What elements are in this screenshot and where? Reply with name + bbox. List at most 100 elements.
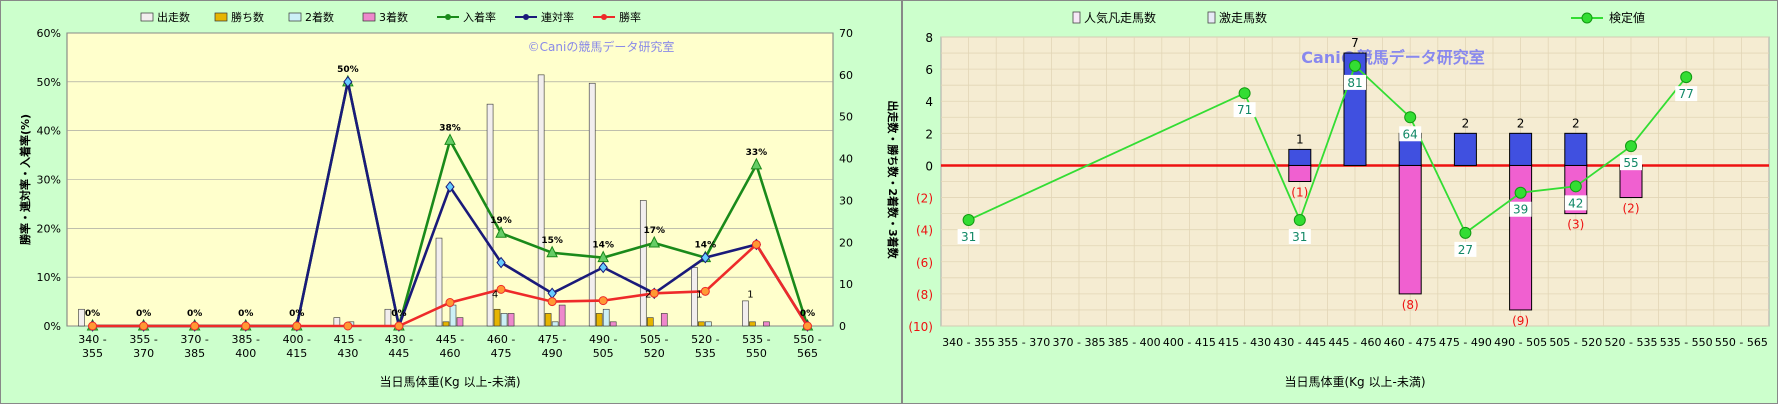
y-right-tick-label: 0 (839, 320, 846, 333)
x-tick-label: 535 - 550 (1660, 336, 1713, 349)
x-tick-label-bottom: 475 (491, 347, 512, 360)
x-tick-label: 340 - 355 (942, 336, 995, 349)
x-tick-label-bottom: 430 (337, 347, 358, 360)
x-tick-label: 520 - 535 (1605, 336, 1658, 349)
legend-marker-入着率 (445, 14, 451, 20)
y-left-tick-label: 0% (44, 320, 61, 333)
y-left-tick-label: 30% (37, 174, 61, 187)
y-left-axis-label: 勝率・連対率・入着率(%) (18, 114, 32, 245)
bar-label-激走馬数: 7 (1351, 36, 1359, 50)
bar-3着数 (558, 304, 566, 327)
marker-入着率 (546, 245, 558, 258)
bar-3着数 (660, 313, 668, 327)
bar-label-激走馬数: 1 (1296, 132, 1304, 146)
legend-swatch-3着数 (362, 12, 376, 22)
marker-label: 55 (1623, 156, 1638, 170)
marker-勝率 (394, 321, 404, 331)
rate-label: 50% (337, 65, 359, 75)
x-tick-label: 505 - 520 (1549, 336, 1602, 349)
bar-label-激走馬数: 2 (1572, 116, 1580, 130)
x-tick-label-bottom: 460 (440, 347, 461, 360)
y-tick-label: (4) (916, 224, 933, 238)
marker-label-bg (1233, 102, 1256, 118)
y-right-tick-label: 70 (839, 27, 853, 40)
x-tick-label: 400 - 415 (1163, 336, 1216, 349)
marker-連対率 (343, 76, 353, 88)
bar-label-激走馬数: 2 (1517, 116, 1525, 130)
bar-label-人気凡走馬数: (9) (1512, 314, 1529, 328)
marker-勝率 (139, 321, 149, 331)
bar-勝ち数 (442, 321, 450, 327)
bar-label-人気凡走馬数: (8) (1402, 298, 1419, 312)
y-left-tick-label: 40% (37, 125, 61, 138)
bar-2着数 (705, 321, 712, 327)
x-tick-label-top: 430 - (385, 333, 413, 346)
x-tick-label: 355 - 370 (997, 336, 1050, 349)
rate-label: 0% (289, 309, 304, 319)
marker-label-bg (957, 229, 980, 245)
bar-label-激走馬数: 2 (1462, 116, 1470, 130)
x-tick-label-bottom: 565 (797, 347, 818, 360)
y-left-tick-label: 20% (37, 222, 61, 235)
bar-2着数 (551, 321, 559, 327)
count-label: 4 (492, 289, 498, 300)
x-tick-label: 490 - 505 (1494, 336, 1547, 349)
bar-出走数 (78, 308, 85, 327)
marker-検定値 (1349, 59, 1361, 72)
bar-人気凡走馬数 (1619, 164, 1643, 199)
x-tick-label: 370 - 385 (1053, 336, 1106, 349)
marker-勝率 (190, 321, 200, 331)
legend-label: 検定値 (1609, 10, 1645, 25)
bar-出走数 (742, 300, 749, 327)
x-tick-label-top: 475 - (538, 333, 566, 346)
x-tick-label-bottom: 370 (133, 347, 154, 360)
x-tick-label: 415 - 430 (1218, 336, 1271, 349)
bar-出走数 (537, 74, 545, 327)
marker-label: 71 (1237, 103, 1252, 117)
marker-検定値 (1514, 186, 1527, 199)
y-right-tick-label: 60 (839, 69, 853, 82)
legend: 出走数 勝ち数 2着数 3着数 入着率 連対率 勝率 (140, 10, 641, 24)
marker-label-bg (1620, 155, 1642, 171)
y-right-tick-label: 50 (839, 111, 853, 124)
bar-出走数 (384, 308, 392, 327)
marker-label-bg (1288, 229, 1311, 245)
y-tick-label: (8) (916, 288, 933, 302)
x-tick-label-top: 340 - (78, 333, 106, 346)
y-left-tick-label: 60% (37, 27, 61, 40)
bar-激走馬数 (1509, 132, 1533, 166)
x-tick-label-top: 490 - (589, 333, 617, 346)
y-tick-label: 2 (925, 127, 933, 141)
bar-label-人気凡走馬数: (2) (1623, 202, 1640, 216)
rate-label: 0% (391, 309, 406, 319)
marker-勝率 (445, 298, 455, 308)
marker-label-bg (1344, 74, 1366, 90)
bar-出走数 (691, 267, 698, 327)
marker-連対率 (700, 251, 710, 264)
marker-勝率 (802, 321, 812, 331)
bar-label-人気凡走馬数: (3) (1567, 218, 1584, 232)
bar-3着数 (763, 321, 770, 327)
marker-label-bg (1564, 195, 1587, 211)
marker-検定値 (1569, 180, 1582, 193)
bar-激走馬数 (1453, 132, 1477, 166)
y-right-tick-label: 20 (839, 236, 853, 249)
legend-swatch-勝ち数 (214, 12, 228, 22)
y-right-axis-label: 出走数・勝ち数・2着数・3着数 (886, 100, 900, 259)
x-tick-label-top: 370 - (180, 333, 208, 346)
x-tick-label: 385 - 400 (1108, 336, 1161, 349)
bar-3着数 (456, 317, 464, 327)
marker-勝率 (547, 297, 557, 307)
x-tick-label-top: 550 - (793, 333, 821, 346)
y-left-tick-label: 50% (37, 76, 61, 89)
x-tick-label-bottom: 445 (388, 347, 409, 360)
y-right-tick-label: 40 (839, 153, 853, 166)
bar-激走馬数 (1564, 132, 1588, 166)
marker-検定値 (1680, 71, 1693, 84)
marker-勝率 (343, 321, 353, 331)
legend-label: 連対率 (541, 10, 574, 24)
bar-激走馬数 (1288, 148, 1312, 166)
x-tick-label-bottom: 355 (82, 347, 103, 360)
legend: 人気凡走馬数 激走馬数 検定値 (1072, 10, 1645, 25)
